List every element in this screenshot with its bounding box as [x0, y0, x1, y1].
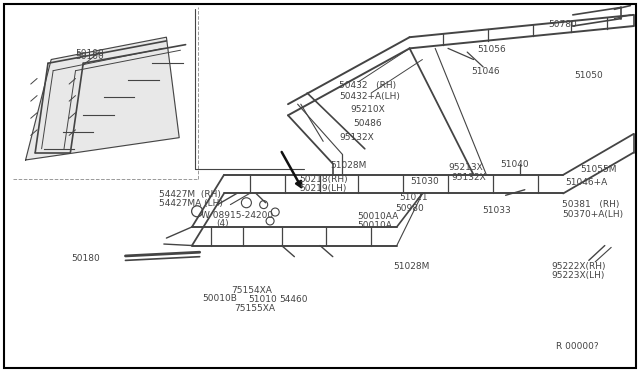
Text: 51055M: 51055M: [580, 165, 616, 174]
Text: 50100: 50100: [76, 49, 104, 58]
Text: 95210X: 95210X: [351, 105, 385, 114]
Text: 95132X: 95132X: [452, 173, 486, 182]
Text: 54460: 54460: [279, 295, 308, 304]
Text: 50219(LH): 50219(LH): [300, 184, 347, 193]
Text: 75155XA: 75155XA: [234, 304, 275, 313]
Text: 51040: 51040: [500, 160, 529, 169]
Text: 50432+A(LH): 50432+A(LH): [339, 92, 400, 100]
Text: 95223X(LH): 95223X(LH): [552, 271, 605, 280]
Text: R 00000?: R 00000?: [556, 342, 598, 351]
Text: 51056: 51056: [477, 45, 506, 54]
Text: 95213X: 95213X: [448, 163, 483, 172]
Text: 50381   (RH): 50381 (RH): [562, 200, 620, 209]
Text: 50010AA: 50010AA: [357, 212, 398, 221]
Text: 75154XA: 75154XA: [232, 286, 273, 295]
Text: 50432   (RH): 50432 (RH): [339, 81, 396, 90]
Text: 51021: 51021: [399, 193, 428, 202]
Text: 54427M  (RH): 54427M (RH): [159, 190, 221, 199]
Text: 51030: 51030: [410, 177, 439, 186]
Text: 51033: 51033: [483, 206, 511, 215]
Text: 95222X(RH): 95222X(RH): [552, 262, 606, 271]
Text: 54427MA (LH): 54427MA (LH): [159, 199, 223, 208]
Text: (4): (4): [216, 219, 229, 228]
Text: 50980: 50980: [396, 204, 424, 213]
Text: 50010B: 50010B: [202, 294, 237, 303]
Text: 51010: 51010: [248, 295, 277, 304]
Text: 50370+A(LH): 50370+A(LH): [562, 210, 623, 219]
Text: 50100: 50100: [76, 52, 104, 61]
Text: 51028M: 51028M: [330, 161, 367, 170]
Text: 51046: 51046: [472, 67, 500, 76]
Text: 51050: 51050: [575, 71, 604, 80]
Text: 95132X: 95132X: [339, 133, 374, 142]
Text: W 08915-24200: W 08915-24200: [201, 211, 273, 220]
Text: 50010A: 50010A: [357, 221, 392, 230]
Text: 50780: 50780: [548, 20, 577, 29]
Text: 50180: 50180: [72, 254, 100, 263]
Text: 50486: 50486: [353, 119, 382, 128]
Text: 51028M: 51028M: [393, 262, 429, 271]
Text: 50218(RH): 50218(RH): [300, 175, 348, 184]
Text: 51046+A: 51046+A: [566, 178, 608, 187]
Polygon shape: [26, 37, 179, 160]
